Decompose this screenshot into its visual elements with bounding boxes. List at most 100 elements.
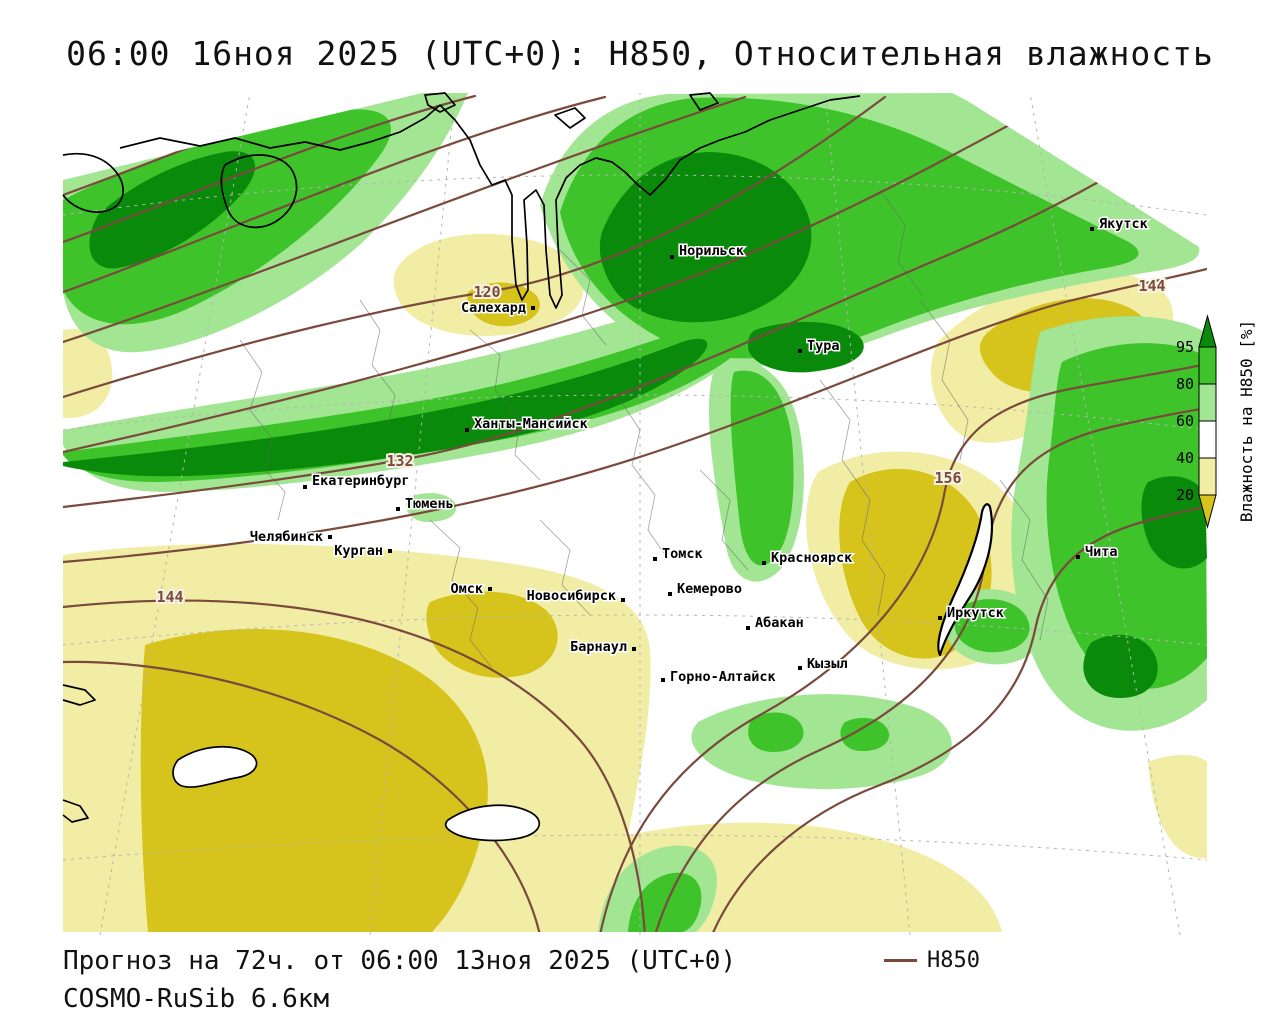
city-label: Красноярск — [771, 550, 852, 566]
city-tomsk: Томск — [653, 545, 704, 564]
city-dot — [653, 557, 657, 561]
contour-label-144-east: 144 — [1138, 277, 1165, 295]
model-caption: COSMO-RuSib 6.6км — [63, 984, 330, 1014]
city-kemerovo: Кемерово — [668, 580, 744, 599]
city-dot — [798, 666, 802, 670]
city-label: Тюмень — [405, 496, 454, 512]
humidity-region-gt-95 — [63, 151, 1207, 698]
city-label: Норильск — [679, 243, 744, 259]
coast-left-2 — [62, 799, 89, 823]
h850-legend-label: H850 — [927, 948, 980, 973]
city-dot — [746, 626, 750, 630]
city-abakan: Абакан — [746, 614, 805, 633]
city-novosibirsk: Новосибирск — [525, 587, 625, 606]
city-label: Кызыл — [807, 656, 848, 672]
city-dot — [668, 592, 672, 596]
colorbar-tick-60: 60 — [1176, 412, 1194, 430]
lake-balkhash — [172, 745, 258, 788]
city-label: Курган — [334, 543, 383, 559]
island-1 — [424, 92, 456, 113]
city-label: Горно-Алтайск — [670, 669, 776, 685]
city-krasnoyarsk: Красноярск — [762, 549, 854, 568]
colorbar-title: Влажность на H850 [%] — [1237, 320, 1256, 522]
city-dot — [465, 428, 469, 432]
city-yakutsk: Якутск — [1090, 215, 1149, 234]
lake-south — [444, 804, 541, 842]
city-label: Екатеринбург — [312, 473, 410, 489]
city-label: Якутск — [1099, 216, 1148, 232]
city-dot — [938, 616, 942, 620]
city-ekaterinburg: Екатеринбург — [303, 472, 411, 491]
city-chelyabinsk: Челябинск — [248, 528, 332, 547]
city-salekhard: Салехард — [459, 299, 535, 318]
city-label: Томск — [662, 546, 703, 562]
colorbar-tick-20: 20 — [1176, 486, 1194, 504]
h850-legend-line-icon — [884, 959, 917, 962]
city-dot — [396, 507, 400, 511]
city-dot — [632, 647, 636, 651]
city-dot — [621, 598, 625, 602]
colorbar-seg-20-40 — [1198, 457, 1217, 496]
coast-left-1 — [62, 684, 96, 706]
coast-arctic — [119, 104, 441, 151]
h850-legend: H850 — [884, 948, 980, 973]
island-3 — [689, 92, 719, 111]
city-tyumen: Тюмень — [396, 495, 455, 514]
city-dot — [762, 561, 766, 565]
h850-contour-lines — [63, 93, 1207, 932]
city-label: Ханты-Мансийск — [474, 416, 588, 432]
city-dot — [388, 549, 392, 553]
city-label: Омск — [450, 581, 483, 597]
colorbar-tick-95: 95 — [1176, 338, 1194, 356]
contour-label-120: 120 — [473, 283, 500, 301]
coastlines — [62, 92, 993, 842]
contour-label-layer: 120 132 144 156 144 — [154, 275, 1167, 608]
city-kurgan: Курган — [333, 542, 392, 561]
page-title: 06:00 16ноя 2025 (UTC+0): H850, Относите… — [66, 34, 1214, 73]
city-barnaul: Барнаул — [569, 638, 636, 657]
contour-label-132: 132 — [386, 452, 413, 470]
city-label: Салехард — [461, 300, 526, 316]
colorbar-seg-60-80 — [1198, 383, 1217, 422]
city-label: Барнаул — [570, 639, 627, 655]
city-dot — [531, 306, 535, 310]
island-2 — [554, 107, 586, 129]
city-dot — [1076, 555, 1080, 559]
city-tura: Тура — [798, 337, 841, 356]
city-dot — [670, 255, 674, 259]
city-label: Челябинск — [250, 529, 323, 545]
city-dot — [661, 678, 665, 682]
city-kyzyl: Кызыл — [798, 655, 849, 674]
coast-scandinavia — [62, 152, 124, 213]
coast-white-sea — [220, 154, 298, 229]
city-omsk: Омск — [449, 580, 492, 599]
city-label: Новосибирск — [527, 588, 616, 604]
city-dot — [488, 587, 492, 591]
city-gorno-altaysk: Горно-Алтайск — [661, 668, 777, 687]
contour-label-144-west: 144 — [156, 588, 183, 606]
city-chita: Чита — [1076, 543, 1119, 562]
coast-yamal-gulfs — [439, 95, 861, 309]
lake-baikal — [937, 503, 993, 657]
colorbar-tick-40: 40 — [1176, 449, 1194, 467]
city-label: Абакан — [755, 615, 804, 631]
city-dot — [303, 485, 307, 489]
city-khanty-mansiysk: Ханты-Мансийск — [465, 415, 589, 434]
colorbar-seg-80-95 — [1198, 346, 1217, 385]
colorbar-seg-40-60 — [1198, 420, 1217, 459]
city-dot — [798, 349, 802, 353]
forecast-caption: Прогноз на 72ч. от 06:00 13ноя 2025 (UTC… — [63, 946, 737, 976]
colorbar-tick-80: 80 — [1176, 375, 1194, 393]
city-norilsk: Норильск — [670, 242, 746, 261]
city-label: Кемерово — [677, 581, 742, 597]
city-dot — [328, 535, 332, 539]
city-markers: Норильск Салехард Тура Якутск Ханты-Манс… — [248, 215, 1149, 687]
region-borders — [239, 189, 1049, 669]
city-dot — [1090, 227, 1094, 231]
city-label: Тура — [807, 338, 840, 354]
city-label: Чита — [1085, 544, 1118, 560]
city-irkutsk: Иркутск — [938, 604, 1005, 623]
city-label: Иркутск — [947, 605, 1004, 621]
contour-label-156: 156 — [934, 469, 961, 487]
